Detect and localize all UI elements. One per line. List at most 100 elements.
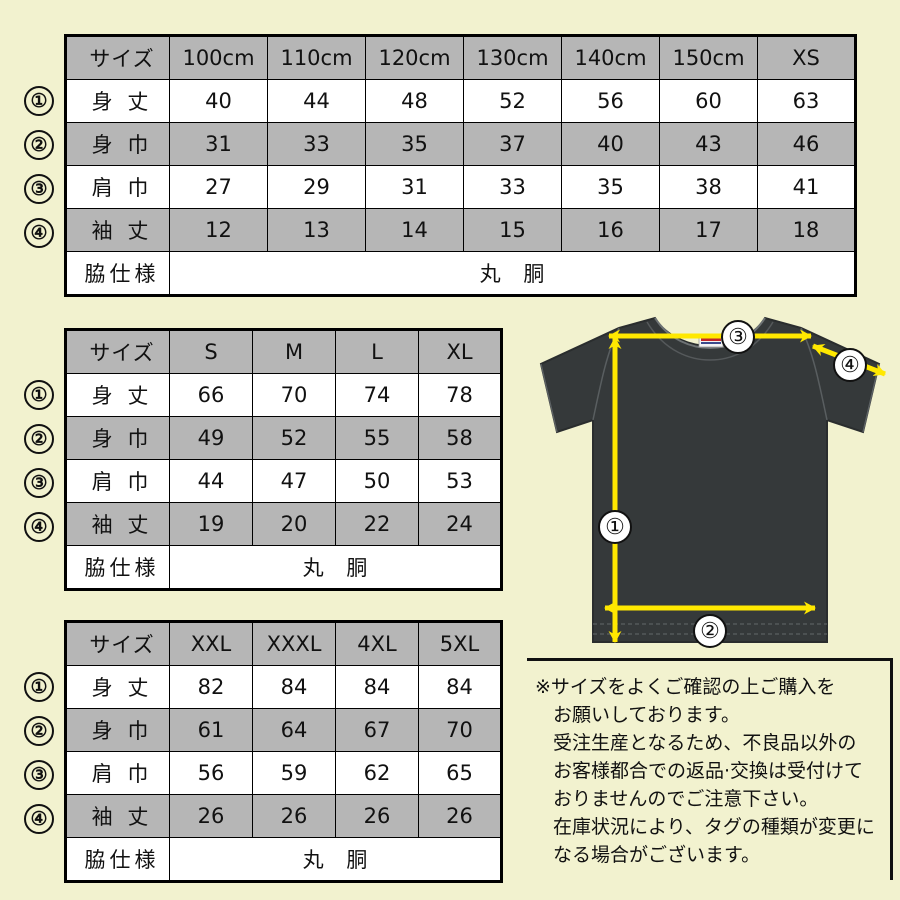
col-header-xxxl: XXXL [252,621,336,666]
cell: 50 [335,459,419,503]
table-row: 身 巾 31 33 35 37 40 43 46 [65,122,856,166]
table-footer-row: 脇仕様 丸 胴 [65,837,502,882]
row-label-side-spec: 脇仕様 [65,545,170,590]
cell: 44 [267,79,366,123]
row-label-length: 身 丈 [65,79,170,123]
col-header-size: サイズ [65,621,170,666]
gutter-marker-3-t3: ③ [24,760,54,790]
cell: 29 [267,165,366,209]
shirt-left-sleeve-hem [540,363,558,433]
table-row: 袖 丈 12 13 14 15 16 17 18 [65,208,856,252]
big-size-table: サイズ XXL XXXL 4XL 5XL 身 丈 82 84 84 84 身 巾… [64,620,503,883]
cell: 38 [659,165,758,209]
cell: 46 [757,122,856,166]
note-line: ※サイズをよくご確認の上ご購入を [535,676,836,698]
cell: 20 [252,502,336,546]
cell: 59 [252,751,336,795]
col-header-size: サイズ [65,329,170,374]
table-row: 身 巾 49 52 55 58 [65,416,502,460]
brand-tag-stripe [701,342,721,344]
table-header-row: サイズ S M L XL [65,329,502,374]
row-label-width: 身 巾 [65,122,170,166]
cell: 19 [169,502,253,546]
badge-body-length: ① [598,510,632,544]
cell: 65 [418,751,502,795]
table-footer-row: 脇仕様 丸 胴 [65,251,856,296]
cell: 26 [169,794,253,838]
cell: 12 [169,208,268,252]
gutter-marker-2-t2: ② [24,424,54,454]
gutter-marker-3-t1: ③ [24,174,54,204]
cell: 26 [418,794,502,838]
cell: 26 [335,794,419,838]
cell: 66 [169,373,253,417]
cell: 18 [757,208,856,252]
table-row: 身 丈 82 84 84 84 [65,665,502,709]
cell: 27 [169,165,268,209]
row-label-sleeve: 袖 丈 [65,794,170,838]
cell: 33 [463,165,562,209]
row-label-width: 身 巾 [65,708,170,752]
note-line: 在庫状況により、タグの種類が変更に [553,816,875,838]
col-header-xs: XS [757,35,856,80]
row-label-shoulder: 肩 巾 [65,459,170,503]
gutter-marker-2-t1: ② [24,130,54,160]
col-header-xl: XL [418,329,502,374]
col-header-4xl: 4XL [335,621,419,666]
cell: 31 [169,122,268,166]
row-label-shoulder: 肩 巾 [65,165,170,209]
col-header-5xl: 5XL [418,621,502,666]
table-row: 肩 巾 27 29 31 33 35 38 41 [65,165,856,209]
tshirt-illustration [539,316,886,643]
cell: 84 [335,665,419,709]
gutter-marker-1-t1: ① [24,86,54,116]
cell: 22 [335,502,419,546]
note-line: おりませんのでご注意下さい。 [553,788,819,810]
cell: 55 [335,416,419,460]
table-footer-row: 脇仕様 丸 胴 [65,545,502,590]
cell: 49 [169,416,253,460]
row-label-length: 身 丈 [65,665,170,709]
cell: 61 [169,708,253,752]
cell: 70 [252,373,336,417]
table-row: 肩 巾 44 47 50 53 [65,459,502,503]
purchase-note-box: ※サイズをよくご確認の上ご購入を お願いしております。 受注生産となるため、不良… [527,658,893,880]
cell: 84 [418,665,502,709]
cell: 33 [267,122,366,166]
note-line: お客様都合での返品·交換は受付けて [553,760,864,782]
cell: 31 [365,165,464,209]
col-header-140cm: 140cm [561,35,660,80]
side-spec-value: 丸 胴 [169,837,502,882]
badge-sleeve-length: ④ [833,348,867,382]
cell: 43 [659,122,758,166]
col-header-size: サイズ [65,35,170,80]
gutter-marker-3-t2: ③ [24,468,54,498]
col-header-120cm: 120cm [365,35,464,80]
cell: 70 [418,708,502,752]
row-label-sleeve: 袖 丈 [65,502,170,546]
cell: 44 [169,459,253,503]
badge-shoulder-width: ③ [721,320,755,354]
cell: 48 [365,79,464,123]
row-label-shoulder: 肩 巾 [65,751,170,795]
row-label-side-spec: 脇仕様 [65,837,170,882]
table-row: 袖 丈 26 26 26 26 [65,794,502,838]
row-label-side-spec: 脇仕様 [65,251,170,296]
col-header-l: L [335,329,419,374]
shirt-body [539,316,881,643]
cell: 53 [418,459,502,503]
col-header-110cm: 110cm [267,35,366,80]
cell: 37 [463,122,562,166]
cell: 56 [561,79,660,123]
kids-size-table: サイズ 100cm 110cm 120cm 130cm 140cm 150cm … [64,34,857,297]
cell: 82 [169,665,253,709]
row-label-width: 身 巾 [65,416,170,460]
col-header-xxl: XXL [169,621,253,666]
note-line: なる場合がございます。 [553,844,761,866]
cell: 40 [169,79,268,123]
table-header-row: サイズ XXL XXXL 4XL 5XL [65,621,502,666]
table-row: 身 丈 66 70 74 78 [65,373,502,417]
col-header-m: M [252,329,336,374]
table-row: 肩 巾 56 59 62 65 [65,751,502,795]
